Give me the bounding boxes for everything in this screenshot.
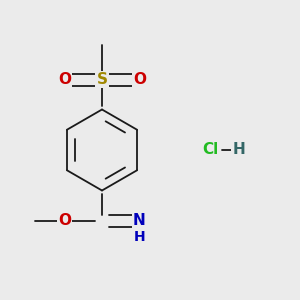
Text: O: O [58, 72, 71, 87]
Text: O: O [58, 213, 71, 228]
Text: O: O [133, 72, 146, 87]
Text: H: H [134, 230, 145, 244]
Text: S: S [97, 72, 107, 87]
Text: N: N [133, 213, 146, 228]
Text: H: H [232, 142, 245, 158]
Text: Cl: Cl [202, 142, 218, 158]
